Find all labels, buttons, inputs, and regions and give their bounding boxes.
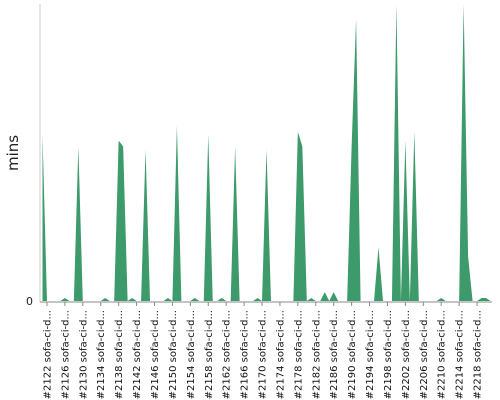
x-tick-label: #2190 sofa-ci-d... [347,310,358,399]
y-tick-label: 0 [26,295,33,308]
x-tick-label: #2126 sofa-ci-d... [60,310,71,399]
series-area [42,4,491,301]
x-tick-label: #2198 sofa-ci-d... [383,310,394,399]
x-tick-label: #2202 sofa-ci-d... [401,310,412,399]
x-tick-label: #2162 sofa-ci-d... [222,310,233,399]
x-tick-label: #2182 sofa-ci-d... [311,310,322,399]
x-tick-label: #2210 sofa-ci-d... [437,310,448,399]
x-tick-label: #2178 sofa-ci-d... [293,310,304,399]
x-tick-label: #2150 sofa-ci-d... [168,310,179,399]
x-tick-label: #2206 sofa-ci-d... [419,310,430,399]
x-tick-label: #2186 sofa-ci-d... [329,310,340,399]
x-tick-label: #2138 sofa-ci-d... [114,310,125,399]
x-tick-label: #2158 sofa-ci-d... [204,310,215,399]
x-tick-label: #2214 sofa-ci-d... [455,310,466,399]
x-tick-label: #2146 sofa-ci-d... [150,310,161,399]
x-tick-label: #2130 sofa-ci-d... [78,310,89,399]
x-tick-label: #2194 sofa-ci-d... [365,310,376,399]
x-tick-label: #2174 sofa-ci-d... [275,310,286,399]
x-tick-label: #2134 sofa-ci-d... [96,310,107,399]
x-tick-label: #2166 sofa-ci-d... [240,310,251,399]
y-axis-label: mins [4,135,22,171]
x-tick-label: #2218 sofa-ci-d... [473,310,484,399]
x-tick-label: #2142 sofa-ci-d... [132,310,143,399]
x-tick-label: #2154 sofa-ci-d... [186,310,197,399]
x-tick-label: #2122 sofa-ci-d... [42,310,53,399]
x-tick-label: #2170 sofa-ci-d... [258,310,269,399]
